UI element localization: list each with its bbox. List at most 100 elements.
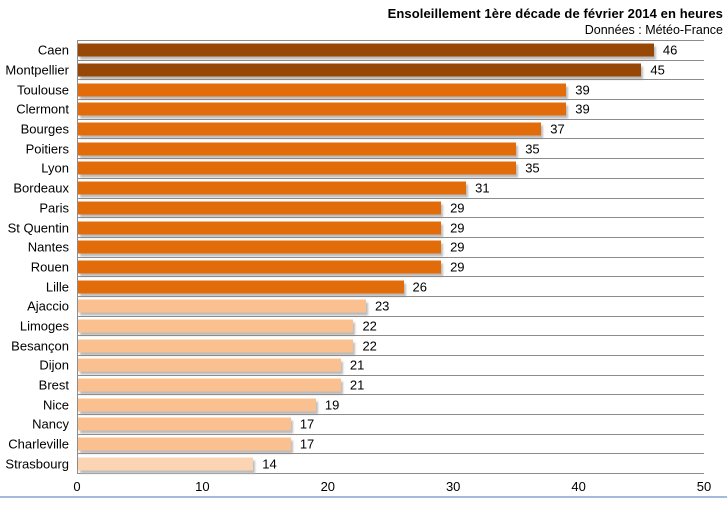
x-tick-label: 50 bbox=[696, 479, 712, 494]
bar bbox=[78, 83, 567, 97]
value-label: 21 bbox=[349, 377, 365, 393]
bar-row: Besançon 22 bbox=[11, 335, 704, 355]
value-label: 19 bbox=[324, 397, 340, 413]
bar-row: Poitiers 35 bbox=[26, 138, 704, 158]
value-label: 29 bbox=[450, 200, 465, 216]
value-label: 37 bbox=[550, 121, 565, 137]
value-label: 22 bbox=[362, 318, 377, 334]
category-label: Charleville bbox=[8, 436, 69, 452]
category-label: Toulouse bbox=[16, 82, 69, 98]
x-tick-label: 20 bbox=[320, 479, 336, 494]
category-label: Caen bbox=[37, 42, 69, 58]
chart-title-block: Ensoleillement 1ère décade de février 20… bbox=[388, 6, 723, 39]
bar bbox=[78, 398, 316, 412]
category-label: Dijon bbox=[39, 357, 69, 373]
bar bbox=[78, 280, 404, 294]
category-label: Nantes bbox=[27, 239, 69, 255]
bar bbox=[78, 43, 654, 57]
x-tick-label: 40 bbox=[571, 479, 586, 494]
bar bbox=[78, 63, 642, 77]
bar-row: Paris 29 bbox=[39, 197, 704, 218]
bar-row: St Quentin 29 bbox=[8, 217, 704, 237]
category-label: Montpellier bbox=[5, 62, 69, 78]
bar bbox=[78, 339, 354, 353]
bar-row: Nantes 29 bbox=[28, 236, 704, 257]
value-label: 31 bbox=[475, 180, 490, 196]
bar-row: Bourges 37 bbox=[21, 118, 704, 139]
bar-row: Nice 19 bbox=[43, 394, 704, 414]
category-label: Ajaccio bbox=[27, 298, 69, 314]
value-label: 17 bbox=[299, 436, 315, 452]
category-label: Limoges bbox=[19, 318, 69, 334]
category-label: Besançon bbox=[11, 338, 69, 354]
value-label: 29 bbox=[450, 220, 465, 236]
x-tick-label: 10 bbox=[195, 479, 210, 494]
bar-row: Charleville 17 bbox=[8, 433, 704, 454]
bar bbox=[78, 378, 341, 392]
bar-row: Montpellier 45 bbox=[5, 59, 704, 80]
bar-row: Lyon 35 bbox=[41, 158, 704, 178]
bar-row: Rouen 29 bbox=[31, 256, 704, 277]
category-label: St Quentin bbox=[7, 220, 69, 236]
bar bbox=[78, 457, 254, 471]
value-label: 23 bbox=[374, 298, 390, 314]
bar bbox=[78, 240, 442, 254]
value-label: 39 bbox=[575, 101, 590, 117]
value-label: 29 bbox=[450, 239, 465, 255]
bar bbox=[78, 181, 467, 195]
bar bbox=[78, 201, 442, 215]
bar bbox=[78, 319, 354, 333]
chart-subtitle: Données : Météo-France bbox=[584, 23, 723, 38]
category-label: Lyon bbox=[41, 160, 69, 176]
value-label: 14 bbox=[262, 456, 277, 472]
category-label: Nancy bbox=[32, 416, 69, 432]
value-label: 45 bbox=[650, 62, 665, 78]
bar-row: Caen 46 bbox=[38, 40, 704, 60]
bar-row: Lille 26 bbox=[46, 276, 704, 296]
x-tick-label: 30 bbox=[445, 479, 461, 494]
bar bbox=[78, 102, 567, 116]
bottom-rule bbox=[0, 496, 727, 498]
category-label: Strasbourg bbox=[5, 456, 69, 472]
bar bbox=[78, 122, 542, 136]
value-label: 35 bbox=[525, 160, 540, 176]
bar-row: Bordeaux 31 bbox=[13, 177, 704, 198]
bar bbox=[78, 161, 517, 175]
category-label: Nice bbox=[42, 397, 69, 413]
bar bbox=[78, 142, 517, 156]
category-label: Lille bbox=[45, 279, 69, 295]
bar bbox=[78, 417, 291, 431]
value-label: 17 bbox=[299, 416, 315, 432]
value-label: 26 bbox=[412, 279, 427, 295]
chart-title: Ensoleillement 1ère décade de février 20… bbox=[387, 6, 723, 21]
category-label: Poitiers bbox=[25, 141, 69, 157]
bar-row: Nancy 17 bbox=[32, 414, 704, 434]
bar-row: Toulouse 39 bbox=[17, 79, 704, 99]
bar-row: Brest 21 bbox=[39, 374, 704, 395]
category-label: Brest bbox=[38, 377, 69, 393]
value-label: 35 bbox=[525, 141, 540, 157]
bar bbox=[78, 299, 366, 313]
value-label: 21 bbox=[349, 357, 365, 373]
category-label: Paris bbox=[39, 200, 69, 216]
category-label: Rouen bbox=[30, 259, 69, 275]
bar bbox=[78, 437, 291, 451]
bar-row: Ajaccio 23 bbox=[27, 295, 704, 316]
value-label: 29 bbox=[450, 259, 465, 275]
plot-area: Caen 46 Montpellier 45 Toulouse 39 Clermont 39 B… bbox=[5, 40, 704, 474]
value-label: 39 bbox=[575, 82, 590, 98]
category-label: Bordeaux bbox=[13, 180, 69, 196]
bar-row: Limoges 22 bbox=[20, 315, 704, 336]
bar-row: Dijon 21 bbox=[39, 355, 704, 375]
value-label: 22 bbox=[362, 338, 377, 354]
x-axis: 0 10 20 30 40 50 bbox=[73, 479, 711, 495]
bar bbox=[78, 221, 442, 235]
value-label: 46 bbox=[662, 42, 678, 58]
bar bbox=[78, 358, 341, 372]
bar bbox=[78, 260, 442, 274]
bar-row: Strasbourg 14 bbox=[5, 453, 704, 473]
category-label: Bourges bbox=[20, 121, 69, 137]
bar-row: Clermont 39 bbox=[16, 99, 704, 119]
category-label: Clermont bbox=[16, 101, 69, 117]
